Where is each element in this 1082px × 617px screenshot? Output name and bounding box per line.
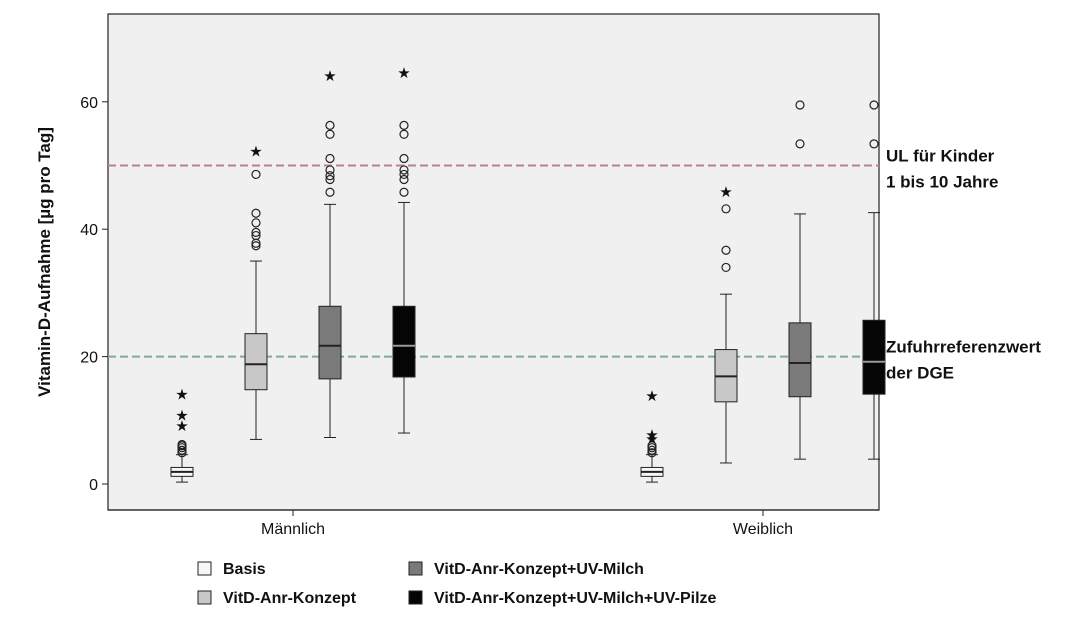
extreme-point: ★ [645,387,658,405]
outlier-point [869,100,879,110]
legend-swatch [197,590,212,605]
reference-line-label: 1 bis 10 Jahre [886,173,998,192]
outlier-point [399,187,409,197]
outlier-point [251,241,261,251]
legend-label: VitD-Anr-Konzept [223,590,357,607]
extreme-point: ★ [249,142,262,160]
outlier-point [795,139,805,149]
y-tick-label: 20 [80,350,98,367]
outlier-point [399,174,409,185]
box-iqr [244,333,268,391]
extreme-point: ★ [175,407,188,425]
outlier-point [399,165,409,175]
outlier-point [325,129,335,139]
box-iqr [788,322,812,398]
y-tick-label: 40 [80,222,98,239]
x-tick-label: Weiblich [733,521,793,538]
extreme-point: ★ [645,430,658,448]
outlier-point [177,445,187,455]
reference-line-label: UL für Kinder [886,147,995,166]
outlier-point [399,129,409,139]
outlier-point [399,120,409,130]
outlier-point [721,245,731,255]
box-2-0: ★ [318,67,342,438]
legend-label: Basis [223,561,266,578]
box-iqr [862,319,886,395]
outlier-point [251,230,261,241]
box-iqr [392,305,416,378]
outlier-point [325,165,335,175]
plot-area [107,13,880,511]
outlier-point [251,208,261,218]
outlier-point [869,139,879,149]
outlier-point [325,187,335,197]
extreme-point: ★ [175,417,188,435]
box-0-1: ★★★ [640,387,664,483]
y-tick-label: 60 [80,95,98,112]
outlier-point [795,100,805,110]
box-3-0: ★ [392,64,416,434]
outlier-point [251,227,261,237]
outlier-point [647,441,657,451]
legend-label: VitD-Anr-Konzept+UV-Milch+UV-Pilze [434,590,717,607]
outlier-point [721,204,731,214]
box-0-0: ★★★ [170,386,194,483]
box-1-1: ★ [714,183,738,464]
outlier-point [399,169,409,180]
extreme-point: ★ [719,183,732,201]
reference-line-label: der DGE [886,364,954,383]
outlier-point [647,448,657,458]
legend-swatch [197,561,212,576]
legend-label: VitD-Anr-Konzept+UV-Milch [434,561,644,578]
outlier-point [721,262,731,273]
reference-line-label: Zufuhrreferenzwert [886,338,1041,357]
box-3-1 [862,100,886,460]
box-2-1 [788,100,812,460]
outlier-point [177,439,187,450]
x-tick-label: Männlich [261,521,325,538]
outlier-point [325,171,335,181]
y-axis-label: Vitamin-D-Aufnahme [µg pro Tag] [35,127,54,397]
outlier-point [251,169,261,180]
outlier-point [325,174,335,185]
legend-swatch [408,590,423,605]
outlier-point [647,445,657,455]
extreme-point: ★ [645,426,658,444]
outlier-point [325,120,335,130]
outlier-point [251,218,261,228]
extreme-point: ★ [397,64,410,82]
box-1-0: ★ [244,142,268,440]
extreme-point: ★ [175,386,188,404]
outlier-point [325,153,335,164]
box-iqr [318,305,342,380]
outlier-point [399,153,409,164]
legend-swatch [408,561,423,576]
extreme-point: ★ [323,67,336,85]
y-tick-label: 0 [89,477,98,494]
